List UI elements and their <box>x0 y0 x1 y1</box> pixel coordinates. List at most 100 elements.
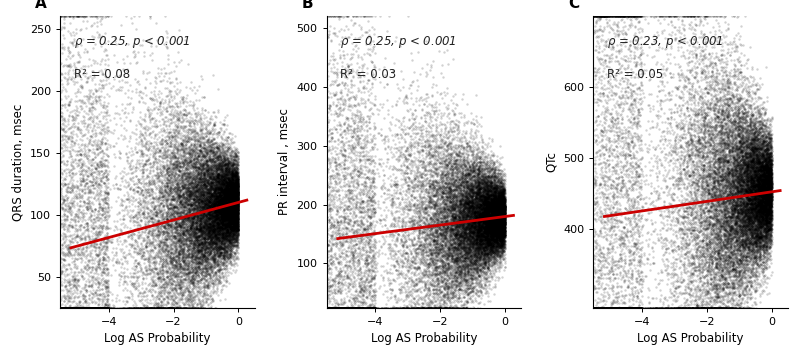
Point <box>702 68 715 74</box>
Point <box>606 115 619 120</box>
Point <box>761 183 774 189</box>
Point <box>623 149 636 154</box>
Point <box>216 214 229 219</box>
Point <box>489 202 502 208</box>
Point <box>159 263 172 269</box>
Point <box>69 225 82 230</box>
Point <box>465 202 478 208</box>
Point <box>86 305 99 310</box>
Point <box>721 220 734 226</box>
Point <box>195 241 208 247</box>
Point <box>752 210 765 215</box>
Point <box>86 78 98 83</box>
Point <box>159 172 172 178</box>
Point <box>212 213 225 219</box>
Point <box>764 173 777 179</box>
Point <box>758 163 770 169</box>
Point <box>650 295 662 301</box>
Point <box>59 128 72 134</box>
Point <box>167 255 180 261</box>
Point <box>710 178 723 183</box>
Point <box>496 180 509 186</box>
Point <box>760 253 773 259</box>
Point <box>207 212 220 218</box>
Point <box>192 196 205 202</box>
Point <box>674 44 687 50</box>
Point <box>228 184 241 190</box>
Point <box>741 213 754 218</box>
Point <box>194 223 206 229</box>
Point <box>476 247 489 253</box>
Point <box>479 195 492 201</box>
Point <box>208 229 221 234</box>
Point <box>743 216 756 222</box>
Point <box>438 225 450 230</box>
Point <box>670 85 683 91</box>
Point <box>426 247 439 253</box>
Point <box>685 176 698 182</box>
Point <box>740 118 753 124</box>
Point <box>457 226 470 232</box>
Point <box>482 186 495 192</box>
Point <box>476 178 489 184</box>
Point <box>763 158 776 163</box>
Point <box>97 84 110 90</box>
Point <box>746 233 758 238</box>
Point <box>226 169 238 175</box>
Point <box>185 183 198 189</box>
Point <box>349 214 362 219</box>
Point <box>448 158 461 164</box>
Point <box>588 305 601 310</box>
Point <box>178 168 190 174</box>
Point <box>694 220 706 226</box>
Point <box>630 222 643 228</box>
Point <box>452 280 465 286</box>
Point <box>193 220 206 226</box>
Point <box>218 172 231 178</box>
Point <box>714 237 727 243</box>
Point <box>458 201 470 207</box>
Point <box>86 107 98 113</box>
Point <box>702 290 715 296</box>
Point <box>462 160 474 166</box>
Point <box>143 207 156 213</box>
Point <box>754 167 766 173</box>
Point <box>742 242 754 248</box>
Point <box>449 205 462 211</box>
Point <box>220 155 233 161</box>
Point <box>230 202 242 207</box>
Point <box>195 117 208 123</box>
Point <box>746 165 758 171</box>
Point <box>326 201 338 207</box>
Point <box>747 197 760 202</box>
Point <box>181 223 194 229</box>
Point <box>222 190 235 195</box>
Point <box>225 195 238 201</box>
Point <box>55 305 68 310</box>
Point <box>728 131 741 137</box>
Point <box>754 207 767 213</box>
Point <box>631 305 644 310</box>
Point <box>754 250 766 256</box>
Point <box>200 245 213 250</box>
Point <box>633 13 646 19</box>
Point <box>487 194 500 200</box>
Point <box>488 258 501 264</box>
Point <box>75 151 88 157</box>
Point <box>495 234 508 240</box>
Point <box>222 160 235 166</box>
Point <box>480 190 493 196</box>
Point <box>761 246 774 252</box>
Point <box>95 305 108 310</box>
Point <box>209 223 222 229</box>
Point <box>167 224 180 230</box>
Point <box>697 172 710 178</box>
Point <box>486 193 498 198</box>
Point <box>336 241 349 246</box>
Point <box>596 216 609 222</box>
Point <box>734 244 746 250</box>
Point <box>165 193 178 199</box>
Point <box>722 236 735 241</box>
Point <box>463 193 476 198</box>
Point <box>186 215 199 221</box>
